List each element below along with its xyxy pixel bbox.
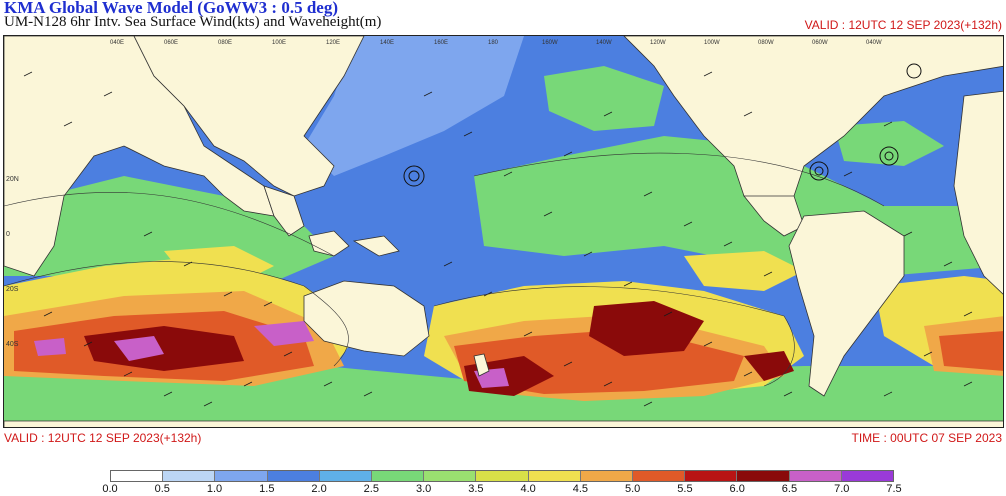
valid-time-bottom: VALID : 12UTC 12 SEP 2023(+132h) xyxy=(4,431,202,445)
legend-tick-label: 4.0 xyxy=(520,483,536,495)
hurricane-ring-2 xyxy=(879,146,899,166)
lon-label-080e: 080E xyxy=(218,40,232,46)
init-time: TIME : 00UTC 07 SEP 2023 xyxy=(851,431,1002,445)
legend-tick-label: 6.5 xyxy=(781,483,798,495)
antarctica-land xyxy=(4,420,1003,427)
lat-label-20n: 20N xyxy=(6,176,19,183)
lon-label-100w: 100W xyxy=(704,40,720,46)
lon-label-180: 180 xyxy=(488,40,499,46)
legend-tick-label: 1.0 xyxy=(206,483,223,495)
storm-rings xyxy=(403,63,922,187)
legend-tick-label: 5.5 xyxy=(677,483,693,495)
legend-tick-label: 2.0 xyxy=(311,483,327,495)
lat-label-40s: 40S xyxy=(6,341,19,348)
lon-label-120w: 120W xyxy=(650,40,666,46)
legend-tick-label: 3.5 xyxy=(468,483,484,495)
lon-label-080w: 080W xyxy=(758,40,774,46)
legend-swatch xyxy=(841,471,894,481)
legend-swatch xyxy=(685,471,738,481)
wave-height-map: 20N 0 20S 40S 040E 060E 080E 100E 120E 1… xyxy=(3,35,1004,428)
europe-africa-east-land xyxy=(953,90,1003,295)
legend-tick-label: 5.0 xyxy=(625,483,641,495)
lon-label-120e: 120E xyxy=(326,40,340,46)
indochina-land xyxy=(263,185,305,237)
legend-swatch xyxy=(633,471,686,481)
lon-label-160e: 160E xyxy=(434,40,448,46)
page-title: KMA Global Wave Model (GoWW3 : 0.5 deg) xyxy=(4,0,339,17)
legend-swatch xyxy=(424,471,477,481)
lon-label-140w: 140W xyxy=(596,40,612,46)
lon-label-160w: 160W xyxy=(542,40,558,46)
legend-tick-label: 0.0 xyxy=(102,483,118,495)
north-atlantic-low xyxy=(906,63,922,79)
legend-swatch xyxy=(163,471,216,481)
color-legend xyxy=(110,470,894,482)
maritime-continent xyxy=(308,230,400,257)
legend-swatch xyxy=(372,471,425,481)
legend-tick-label: 7.0 xyxy=(834,483,850,495)
new-zealand-land xyxy=(473,353,490,377)
longitude-labels: 040E 060E 080E 100E 120E 140E 160E 180 1… xyxy=(110,40,882,46)
australia-land xyxy=(303,280,430,357)
legend-swatch xyxy=(737,471,790,481)
lat-label-20s: 20S xyxy=(6,286,19,293)
legend-swatch xyxy=(111,471,164,481)
legend-ticks: 0.0 0.5 1.0 1.5 2.0 2.5 3.0 3.5 4.0 4.5 5.0 5.5 6.0 6… xyxy=(102,483,901,496)
legend-tick-label: 7.5 xyxy=(886,483,902,495)
wave-contours xyxy=(4,152,885,387)
lon-label-040e: 040E xyxy=(110,40,124,46)
legend-tick-label: 6.0 xyxy=(729,483,745,495)
central-america-land xyxy=(743,195,805,237)
legend-swatch xyxy=(215,471,268,481)
legend-swatch xyxy=(476,471,529,481)
land-masses xyxy=(4,36,1003,427)
legend-tick-label: 4.5 xyxy=(572,483,589,495)
legend-tick-label: 1.5 xyxy=(259,483,275,495)
phenomenal-wave-cores xyxy=(34,321,509,388)
lon-label-040w: 040W xyxy=(866,40,882,46)
legend-tick-label: 2.5 xyxy=(363,483,379,495)
south-america-land xyxy=(788,210,905,397)
lon-label-060e: 060E xyxy=(164,40,178,46)
typhoon-ring xyxy=(403,165,425,187)
legend-tick-label: 3.0 xyxy=(415,483,432,495)
valid-time-top: VALID : 12UTC 12 SEP 2023(+132h) xyxy=(804,18,1002,32)
lat-label-0: 0 xyxy=(6,231,10,238)
legend-swatch xyxy=(789,471,842,481)
eurasia-land xyxy=(133,36,365,197)
hurricane-ring-1 xyxy=(809,161,829,181)
latitude-labels: 20N 0 20S 40S xyxy=(6,176,19,348)
lon-label-140e: 140E xyxy=(380,40,394,46)
legend-swatch xyxy=(267,471,320,481)
lon-label-100e: 100E xyxy=(272,40,286,46)
page-subtitle: UM-N128 6hr Intv. Sea Surface Wind(kts) … xyxy=(4,14,382,30)
legend-swatch xyxy=(319,471,373,481)
legend-tick-label: 0.5 xyxy=(154,483,170,495)
lon-label-060w: 060W xyxy=(812,40,828,46)
legend-swatch xyxy=(528,471,581,481)
legend-swatch xyxy=(580,471,634,481)
wind-barbs xyxy=(23,71,973,407)
